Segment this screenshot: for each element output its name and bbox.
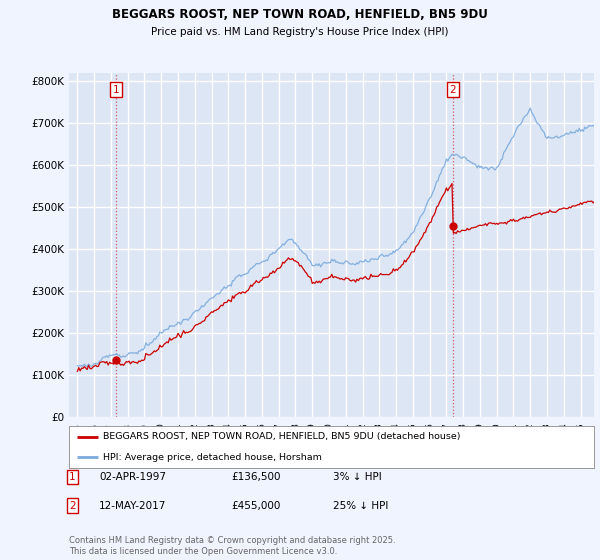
Text: £455,000: £455,000	[231, 501, 280, 511]
Text: 3% ↓ HPI: 3% ↓ HPI	[333, 472, 382, 482]
Text: 1: 1	[69, 472, 76, 482]
Text: 02-APR-1997: 02-APR-1997	[99, 472, 166, 482]
Text: Contains HM Land Registry data © Crown copyright and database right 2025.
This d: Contains HM Land Registry data © Crown c…	[69, 536, 395, 556]
Text: 12-MAY-2017: 12-MAY-2017	[99, 501, 166, 511]
Text: 2: 2	[449, 85, 456, 95]
Text: Price paid vs. HM Land Registry's House Price Index (HPI): Price paid vs. HM Land Registry's House …	[151, 27, 449, 37]
Text: BEGGARS ROOST, NEP TOWN ROAD, HENFIELD, BN5 9DU: BEGGARS ROOST, NEP TOWN ROAD, HENFIELD, …	[112, 8, 488, 21]
Text: 2: 2	[69, 501, 76, 511]
Text: 25% ↓ HPI: 25% ↓ HPI	[333, 501, 388, 511]
Text: HPI: Average price, detached house, Horsham: HPI: Average price, detached house, Hors…	[103, 452, 322, 461]
Text: BEGGARS ROOST, NEP TOWN ROAD, HENFIELD, BN5 9DU (detached house): BEGGARS ROOST, NEP TOWN ROAD, HENFIELD, …	[103, 432, 461, 441]
Text: 1: 1	[112, 85, 119, 95]
Text: £136,500: £136,500	[231, 472, 281, 482]
